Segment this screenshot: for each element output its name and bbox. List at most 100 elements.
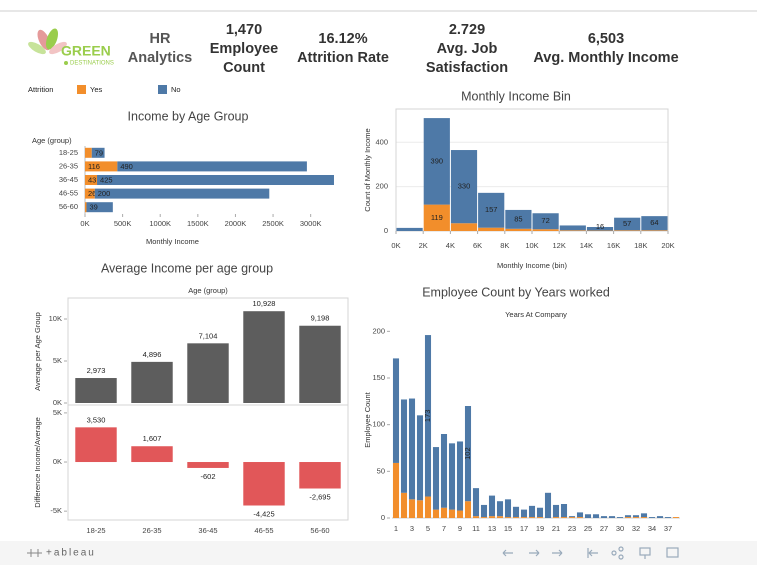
bar-segment — [464, 406, 472, 502]
x-tick-label: 36-45 — [198, 526, 217, 535]
data-label: 26 — [88, 189, 96, 198]
bar-segment — [512, 506, 520, 518]
x-tick-label: 1 — [394, 524, 398, 533]
x-tick-label: 19 — [536, 524, 544, 533]
bar — [243, 311, 285, 403]
kpi-label: Avg. Monthly Income — [533, 50, 679, 66]
plot-frame — [67, 297, 349, 521]
x-tick-label: 500K — [114, 219, 132, 228]
x-tick-label: 18-25 — [86, 526, 105, 535]
data-label: 79 — [95, 148, 103, 157]
histogram-bar — [505, 209, 532, 229]
bar-segment — [624, 515, 632, 518]
kpi-value: 1,470 — [225, 22, 263, 38]
data-label: 9,198 — [311, 314, 330, 323]
bar-segment — [448, 509, 456, 518]
histogram-bar — [532, 213, 559, 230]
bar-segment — [416, 500, 424, 518]
data-label: 490 — [120, 162, 133, 171]
y-tick-label: 0K — [53, 398, 62, 407]
bar-segment — [464, 501, 472, 518]
x-tick-label: 8K — [500, 241, 509, 250]
x-tick-label: 32 — [632, 524, 640, 533]
footer-controls[interactable] — [502, 546, 679, 560]
bar-segment — [672, 517, 680, 518]
x-tick-label: 5 — [426, 524, 430, 533]
data-label: 157 — [485, 205, 498, 214]
x-axis-title: Monthly Income (bin) — [497, 261, 568, 270]
x-tick-label: 17 — [520, 524, 528, 533]
kpi-value: 16.12% — [318, 31, 368, 47]
bar-segment — [91, 147, 105, 158]
bar-segment — [85, 147, 92, 158]
data-label: 330 — [458, 182, 471, 191]
data-label: 64 — [650, 218, 658, 227]
x-tick-label: 27 — [600, 524, 608, 533]
bar-segment — [616, 517, 624, 518]
bar-segment — [432, 509, 440, 518]
y-axis-title: Employee Count — [363, 391, 372, 447]
x-tick-label: 9 — [458, 524, 462, 533]
bar-segment — [480, 517, 488, 518]
x-tick-label: 15 — [504, 524, 512, 533]
y2-axis-title: Difference Income/Average — [33, 417, 42, 508]
data-label: -602 — [200, 472, 215, 481]
bar-segment — [544, 492, 552, 518]
data-label: 39 — [90, 203, 98, 212]
bar — [187, 462, 229, 468]
logo: GREEN DESTINATIONS — [28, 28, 114, 67]
logo-name: GREEN — [61, 43, 111, 59]
y-tick-label: 0K — [53, 457, 62, 466]
bar-segment — [408, 499, 416, 518]
x-tick-label: 7 — [442, 524, 446, 533]
bar-segment — [536, 507, 544, 518]
x-tick-label: 3000K — [300, 219, 322, 228]
x-tick-label: 18K — [634, 241, 647, 250]
data-label: 3,530 — [87, 415, 106, 424]
y-category-label: 46-55 — [59, 189, 78, 198]
bar-segment — [568, 516, 576, 518]
footer-bar — [0, 541, 757, 565]
histogram-bar — [478, 227, 505, 231]
histogram-bar — [423, 118, 450, 205]
x-tick-label: 14K — [580, 241, 593, 250]
bar-segment — [536, 517, 544, 518]
x-tick-label: 0K — [391, 241, 400, 250]
x-tick-label: 10K — [525, 241, 538, 250]
y-tick-label: 400 — [375, 137, 388, 146]
bar-segment — [472, 488, 480, 517]
x-tick-label: 1500K — [187, 219, 209, 228]
bar-segment — [640, 517, 648, 518]
y-tick-label: 50 — [377, 466, 385, 475]
y-tick-label: 200 — [372, 326, 385, 335]
data-label: 4,896 — [143, 350, 162, 359]
histogram-bar — [450, 223, 478, 231]
kpi-label: Employee Count — [209, 41, 279, 76]
data-label: 425 — [100, 175, 113, 184]
bar — [75, 378, 117, 403]
data-label: 102 — [463, 447, 472, 460]
bar — [299, 462, 341, 489]
bar-segment — [456, 510, 464, 518]
data-label: 72 — [541, 216, 549, 225]
footer-brand: +ableau — [46, 548, 96, 559]
bar-segment — [85, 188, 95, 199]
chart-title: Average Income per age group — [101, 261, 273, 275]
chart-title: Monthly Income Bin — [461, 89, 571, 103]
histogram-bar — [532, 229, 559, 231]
bar-segment — [656, 516, 664, 518]
bar-segment — [424, 496, 432, 518]
x-tick-label: 13 — [488, 524, 496, 533]
y-tick-label: 5K — [53, 356, 62, 365]
bar-segment — [576, 512, 584, 518]
x-tick-label: 37 — [664, 524, 672, 533]
legend-label: No — [171, 85, 181, 94]
x-tick-label: 1000K — [149, 219, 171, 228]
data-label: -2,695 — [309, 492, 330, 501]
bar-segment — [576, 517, 584, 518]
bar-segment — [85, 175, 98, 185]
y-tick-label: 150 — [372, 373, 385, 382]
data-label: 119 — [431, 213, 443, 222]
